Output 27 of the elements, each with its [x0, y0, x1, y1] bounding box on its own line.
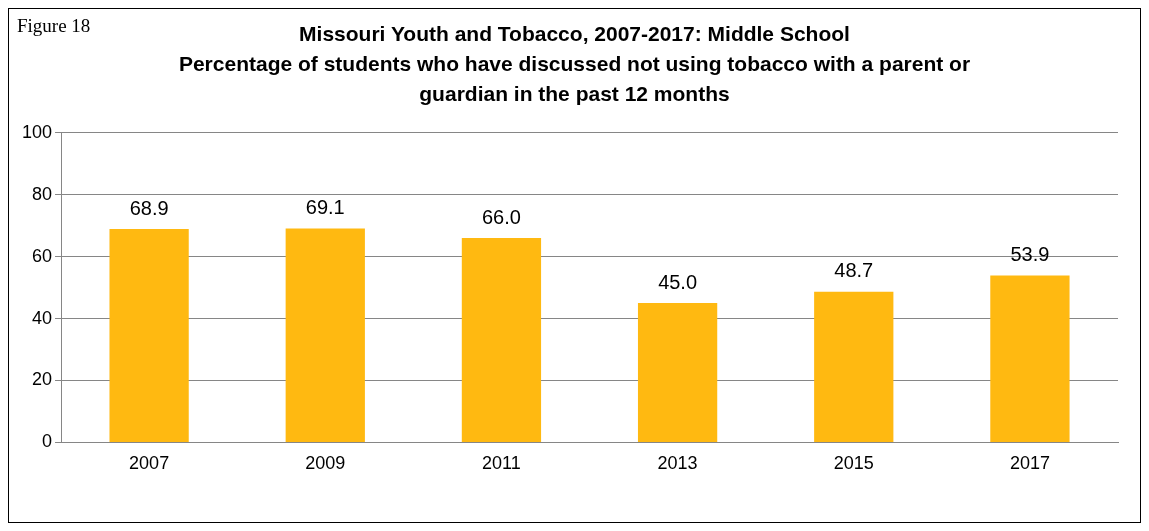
x-tick-label: 2011 [482, 453, 521, 474]
data-label: 69.1 [305, 195, 345, 218]
x-tick-label: 2007 [129, 453, 170, 474]
y-tick-label: 100 [21, 121, 53, 142]
x-tick-label: 2017 [1009, 453, 1050, 474]
y-tick-label: 0 [42, 431, 53, 452]
x-tick-label: 2013 [657, 453, 698, 474]
data-label: 48.7 [834, 259, 874, 282]
y-tick-label: 80 [32, 183, 53, 204]
data-label: 45.0 [658, 270, 698, 293]
bar [109, 229, 189, 442]
data-label: 66.0 [481, 205, 521, 228]
chart-subtitle: Percentage of students who have discussed not using tobacco with a parent or guardian in the past 12 months [177, 51, 972, 107]
bar [990, 275, 1070, 442]
bar [637, 303, 718, 442]
x-tick-label: 2015 [833, 453, 874, 474]
bar [461, 238, 542, 442]
data-label: 53.9 [1010, 243, 1050, 266]
y-tick-label: 60 [32, 245, 53, 266]
chart-title: Missouri Youth and Tobacco, 2007-2017: Middle School [298, 21, 851, 47]
bar [285, 228, 365, 442]
y-tick-label: 20 [32, 369, 53, 390]
bar [814, 291, 894, 442]
y-tick-label: 40 [32, 307, 53, 328]
x-tick-label: 2009 [305, 453, 346, 474]
data-label: 68.9 [129, 196, 169, 219]
caption: Figure 18 [17, 15, 91, 37]
